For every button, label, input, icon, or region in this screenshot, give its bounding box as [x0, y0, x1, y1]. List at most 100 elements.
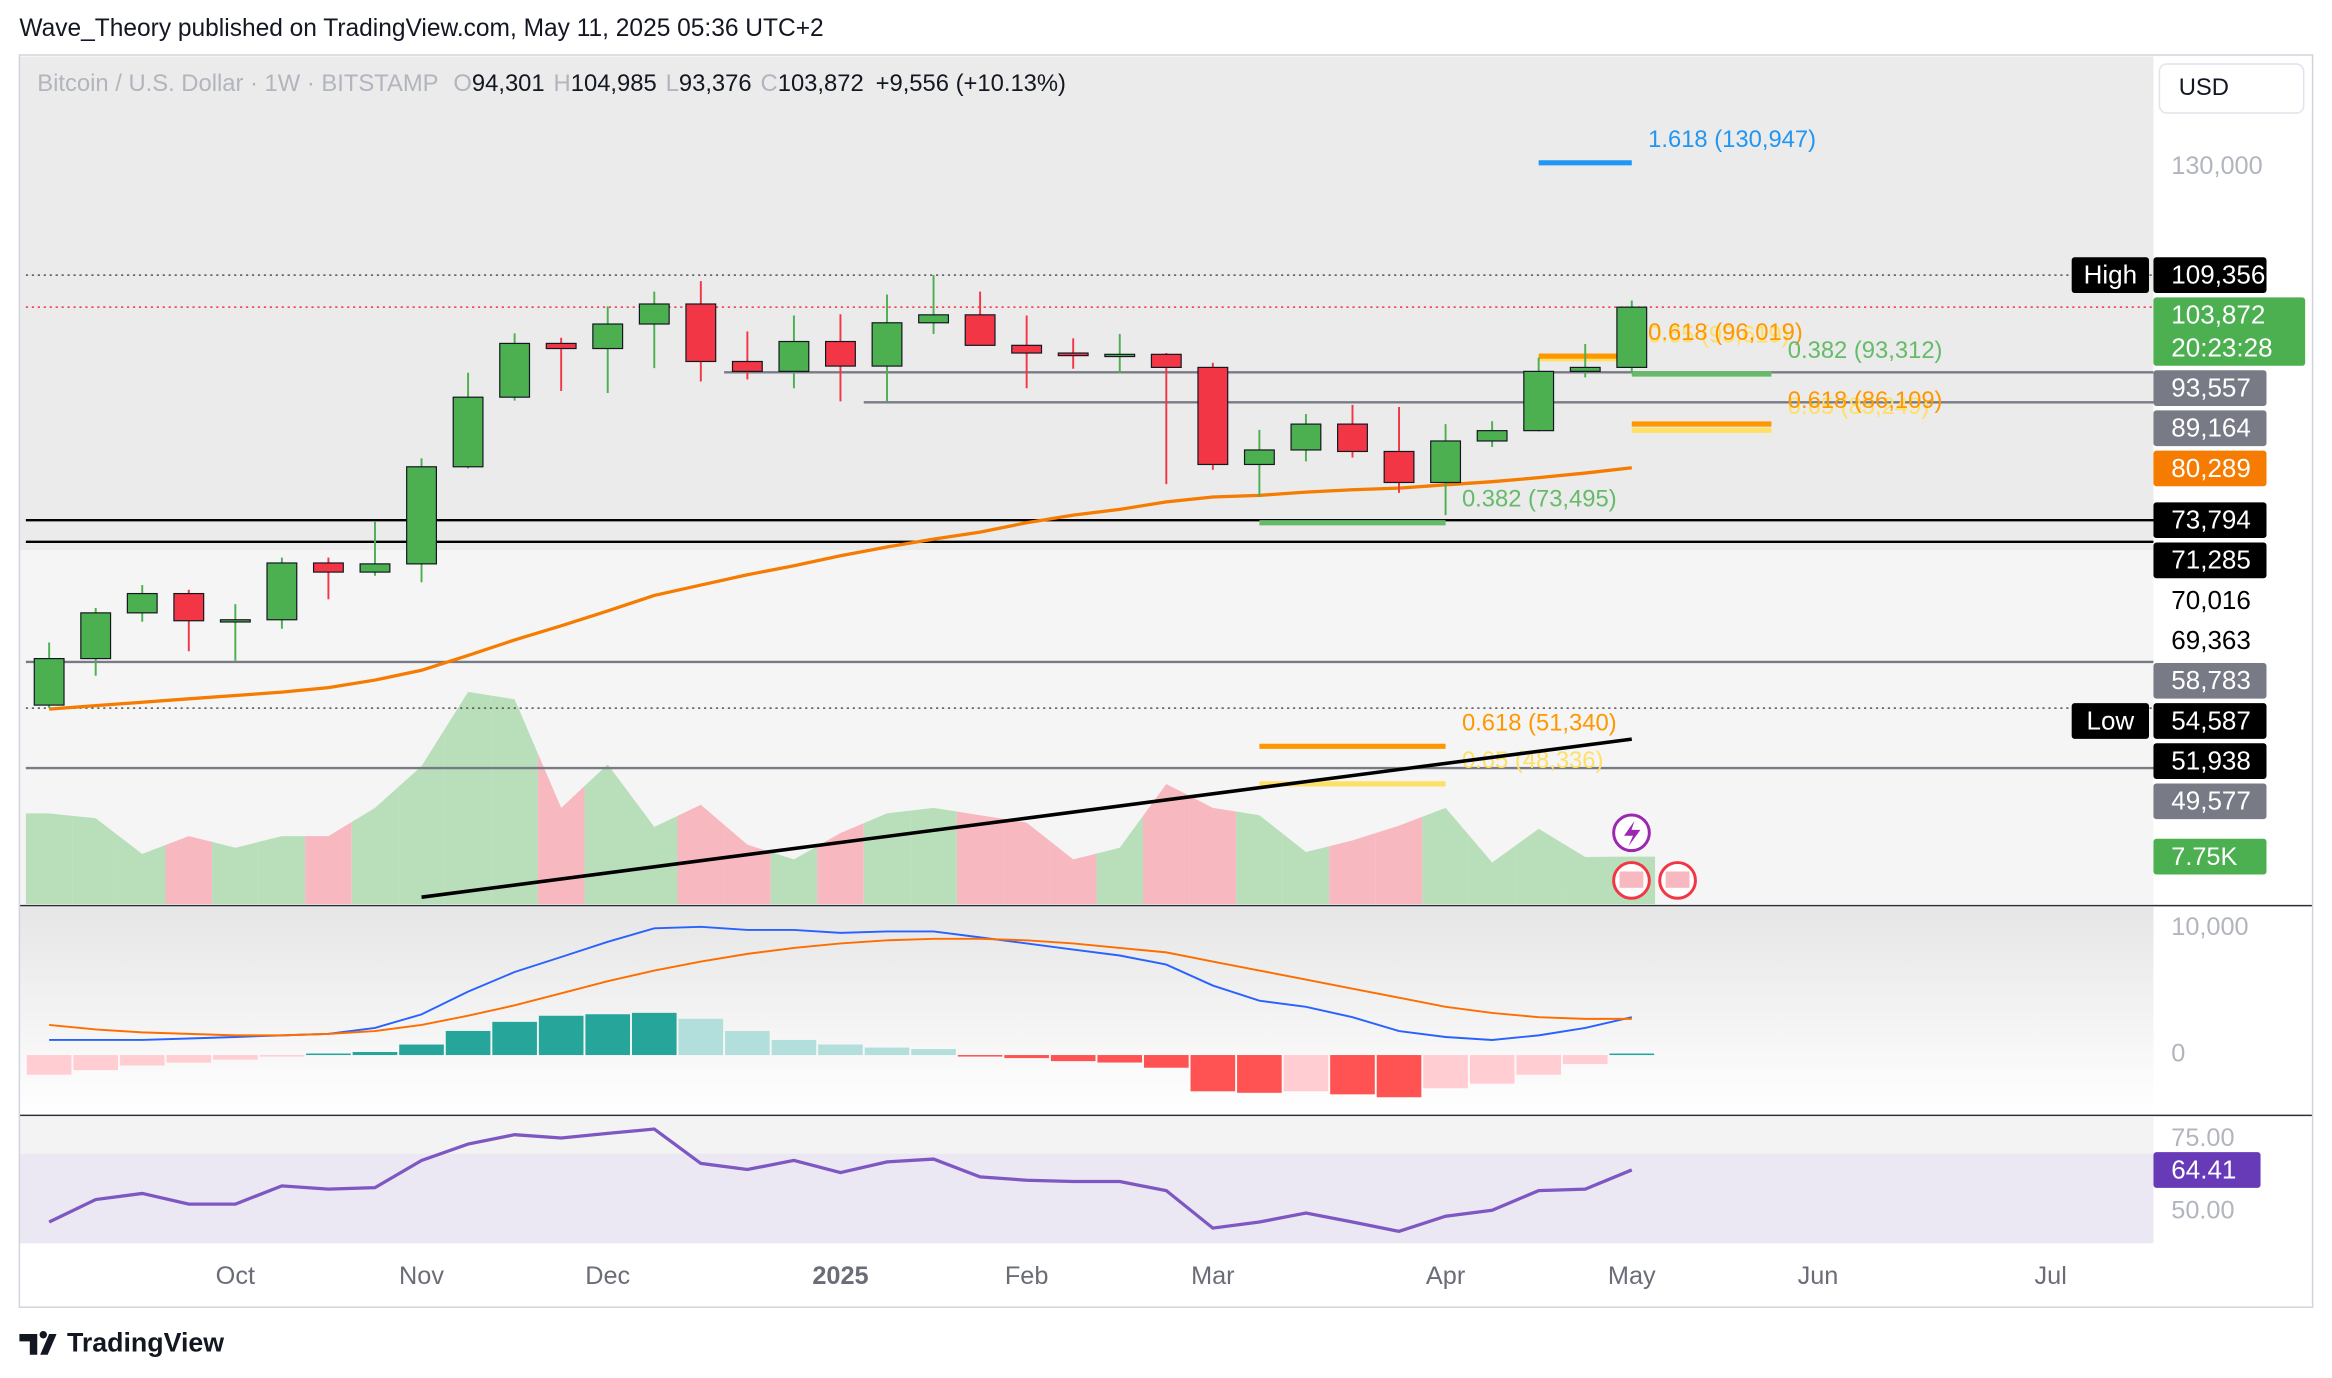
candle-body [1616, 306, 1648, 368]
macd-pane [19, 907, 2154, 1116]
volume-area [1189, 795, 1237, 905]
volume-area [1561, 842, 1609, 905]
candle-body [1523, 370, 1555, 432]
candle-body [545, 342, 577, 350]
brand-name: TradingView [67, 1327, 224, 1357]
price-label-box [2153, 410, 2267, 447]
price-label: 71,285 [2171, 545, 2251, 575]
rsi-plot [19, 1127, 2154, 1244]
volume-area [1236, 811, 1283, 905]
legend-change: +9,556 (+10.13%) [876, 70, 1066, 97]
macd-histogram-bar [259, 1055, 305, 1057]
legend-key: H [554, 70, 571, 97]
macd-plot [26, 925, 1655, 1098]
volume-area [444, 691, 492, 905]
rsi-band [19, 1153, 2154, 1244]
candle-body [1011, 344, 1043, 354]
price-label: 70,016 [2171, 585, 2251, 615]
y-tick-label: 130,000 [2171, 152, 2262, 180]
price-label: 49,577 [2171, 786, 2251, 816]
price-label: 109,356 [2171, 259, 2265, 289]
candle-body [499, 342, 531, 398]
price-label: 51,938 [2171, 745, 2251, 775]
price-tag: Low [2086, 705, 2134, 735]
macd-histogram-bar [678, 1018, 724, 1056]
price-label: 103,872 [2171, 300, 2265, 330]
x-tick-label: Jun [1798, 1262, 1839, 1290]
plot-layer: 1.618 (130,947) 0.65 (95,619)0.618 (96,01… [19, 70, 2306, 1290]
macd-histogram-bar [864, 1047, 910, 1056]
price-label-box [2153, 257, 2267, 293]
volume-area [770, 846, 818, 905]
legend: Bitcoin / U.S. Dollar · 1W · BITSTAMP O94… [37, 70, 1066, 97]
macd-histogram-bar [1237, 1055, 1282, 1093]
fib-label: 1.618 (130,947) [1648, 126, 1816, 153]
currency-label[interactable]: USD [2179, 74, 2229, 101]
macd-histogram-bar [725, 1030, 770, 1056]
macd-histogram-bar [1097, 1055, 1143, 1063]
macd-histogram-bar [1143, 1055, 1189, 1068]
price-label: 54,587 [2171, 705, 2251, 735]
price-label: 73,794 [2171, 505, 2251, 535]
macd-histogram-bar [1469, 1055, 1515, 1084]
macd-histogram-bar [213, 1055, 258, 1060]
volume-area [72, 815, 119, 905]
volume-area [677, 804, 725, 905]
price-zone [19, 56, 2154, 551]
candle-body [312, 562, 344, 573]
candle-body [126, 592, 158, 614]
volume-area [863, 810, 911, 905]
volume-area [1003, 818, 1050, 905]
candle-body [824, 340, 856, 367]
fib-label: 0.382 (73,495) [1462, 486, 1617, 513]
candle-body [452, 396, 484, 468]
fib-label: 0.65 (85,249) [1788, 393, 1929, 420]
price-plot: 1.618 (130,947) 0.65 (95,619)0.618 (96,01… [25, 126, 2154, 905]
flag-glyph [1665, 871, 1690, 888]
volume-area [630, 795, 678, 905]
volume-area [956, 811, 1004, 905]
macd-histogram-bar [119, 1055, 165, 1066]
macd-histogram-bar [492, 1021, 537, 1056]
macd-histogram-bar [445, 1030, 491, 1056]
fib-label: 0.618 (96,019) [1648, 319, 1803, 346]
candle-body [1430, 440, 1462, 484]
macd-histogram-bar [1562, 1055, 1608, 1065]
macd-histogram-bar [1004, 1055, 1049, 1059]
x-tick-label: Feb [1005, 1262, 1049, 1290]
volume-label-box [2153, 838, 2267, 875]
legend-value: 93,376 [679, 70, 752, 97]
candle-body [1569, 366, 1601, 372]
price-label-box [2153, 783, 2267, 820]
volume-area [165, 836, 213, 905]
volume-area [537, 753, 585, 905]
volume-area [724, 824, 771, 905]
rsi-label-box [2153, 1152, 2261, 1188]
rsi-label: 64.41 [2171, 1154, 2236, 1184]
volume-area [118, 836, 166, 905]
price-label: 80,289 [2171, 453, 2251, 483]
currency-button[interactable] [2158, 63, 2305, 114]
volume-area [1515, 828, 1562, 905]
volume-area [1143, 783, 1190, 905]
candle-body [638, 303, 670, 325]
candle-body [871, 322, 903, 367]
macd-histogram-bar [26, 1055, 72, 1075]
candle-body [918, 314, 950, 324]
volume-area [258, 836, 306, 905]
x-tick-label: Mar [1191, 1262, 1235, 1290]
rsi-tick-label: 50.00 [2171, 1196, 2234, 1224]
volume-area [1422, 807, 1469, 905]
lightning-glyph [1624, 820, 1641, 847]
candle-body [731, 360, 763, 372]
publish-header: Wave_Theory published on TradingView.com… [19, 15, 823, 42]
macd-histogram-bar [306, 1053, 351, 1056]
fib-label: 0.65 (95,619) [1648, 322, 1789, 349]
macd-histogram-bar [73, 1055, 119, 1071]
volume-area [1049, 841, 1097, 905]
legend-value: 94,301 [472, 70, 545, 97]
price-label-box [2153, 542, 2267, 579]
candle-body [778, 340, 810, 372]
macd-histogram-bar [399, 1044, 444, 1056]
trendline [421, 737, 1633, 899]
